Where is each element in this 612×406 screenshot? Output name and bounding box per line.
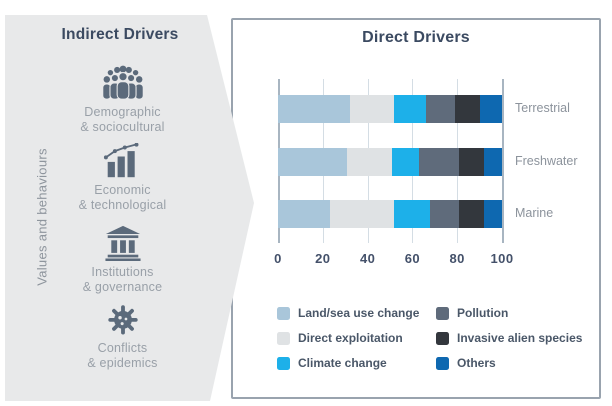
- driver-label: Demographic & sociocultural: [80, 105, 165, 134]
- stacked-bar-chart: 0 20 40 60 80 100 Terrestrial Freshwater Marine: [274, 79, 578, 266]
- direct-drivers-title: Direct Drivers: [362, 29, 470, 46]
- chart-legend: Land/sea use change Direct exploitation Cl…: [277, 306, 587, 384]
- legend-label: Land/sea use change: [298, 306, 420, 320]
- growth-chart-icon: [50, 142, 195, 180]
- driver-item-economic: Economic & technological: [50, 142, 195, 212]
- bar-segment: [394, 95, 426, 123]
- bar-row: [278, 200, 502, 228]
- legend-item: Land/sea use change: [277, 306, 419, 320]
- virus-icon: [50, 300, 195, 338]
- driver-item-conflicts: Conflicts & epidemics: [50, 300, 195, 370]
- bar-segment: [430, 200, 460, 228]
- x-tick-label: 0: [274, 251, 282, 266]
- bar-segment: [278, 200, 330, 228]
- bar-row: [278, 95, 502, 123]
- bar-segment: [278, 148, 348, 176]
- bar-segment: [484, 200, 502, 228]
- legend-swatch: [277, 306, 290, 320]
- driver-label: Conflicts & epidemics: [87, 341, 158, 370]
- x-tick-label: 80: [449, 251, 465, 266]
- legend-swatch: [436, 331, 449, 345]
- bar-segment: [419, 148, 460, 176]
- x-tick-label: 40: [359, 251, 376, 266]
- x-tick-label: 60: [404, 251, 421, 266]
- bar-segment: [459, 148, 485, 176]
- legend-swatch: [277, 331, 290, 345]
- bar-segment: [454, 95, 480, 123]
- direct-drivers-panel: Direct Drivers 0 20 40 60 80 100 Terrestrial Fr…: [231, 18, 601, 399]
- legend-item: Climate change: [277, 356, 387, 370]
- legend-item: Pollution: [436, 306, 508, 320]
- bar-segment: [329, 200, 395, 228]
- driver-label: Institutions & governance: [82, 265, 163, 294]
- values-behaviours-label: Values and behaviours: [34, 148, 50, 286]
- x-tick-label: 100: [490, 251, 514, 266]
- bar-segment: [425, 95, 455, 123]
- legend-label: Direct exploitation: [298, 331, 403, 345]
- category-label: Marine: [515, 206, 554, 220]
- bar-segment: [459, 200, 485, 228]
- legend-swatch: [277, 356, 290, 370]
- bar-segment: [484, 148, 502, 176]
- bar-segment: [479, 95, 502, 123]
- legend-item: Others: [436, 356, 496, 370]
- category-label: Freshwater: [515, 154, 578, 168]
- legend-label: Invasive alien species: [457, 331, 583, 345]
- x-tick-label: 20: [315, 251, 331, 266]
- people-group-icon: [50, 64, 195, 102]
- category-label: Terrestrial: [515, 101, 570, 115]
- bar-segment: [278, 95, 350, 123]
- legend-label: Others: [457, 356, 496, 370]
- legend-label: Climate change: [298, 356, 387, 370]
- driver-item-institutions: Institutions & governance: [50, 224, 195, 294]
- bar-segment: [394, 200, 431, 228]
- bar-segment: [347, 148, 393, 176]
- legend-label: Pollution: [457, 306, 509, 320]
- legend-swatch: [436, 356, 449, 370]
- bar-row: [278, 148, 502, 176]
- bar-segment: [349, 95, 395, 123]
- gridline: [502, 79, 504, 243]
- legend-item: Invasive alien species: [436, 331, 582, 345]
- driver-item-demographic: Demographic & sociocultural: [50, 64, 195, 134]
- legend-swatch: [436, 306, 449, 320]
- bar-segment: [392, 148, 420, 176]
- driver-label: Economic & technological: [78, 183, 167, 212]
- indirect-drivers-title: Indirect Drivers: [61, 26, 179, 43]
- legend-item: Direct exploitation: [277, 331, 403, 345]
- institution-icon: [50, 224, 195, 262]
